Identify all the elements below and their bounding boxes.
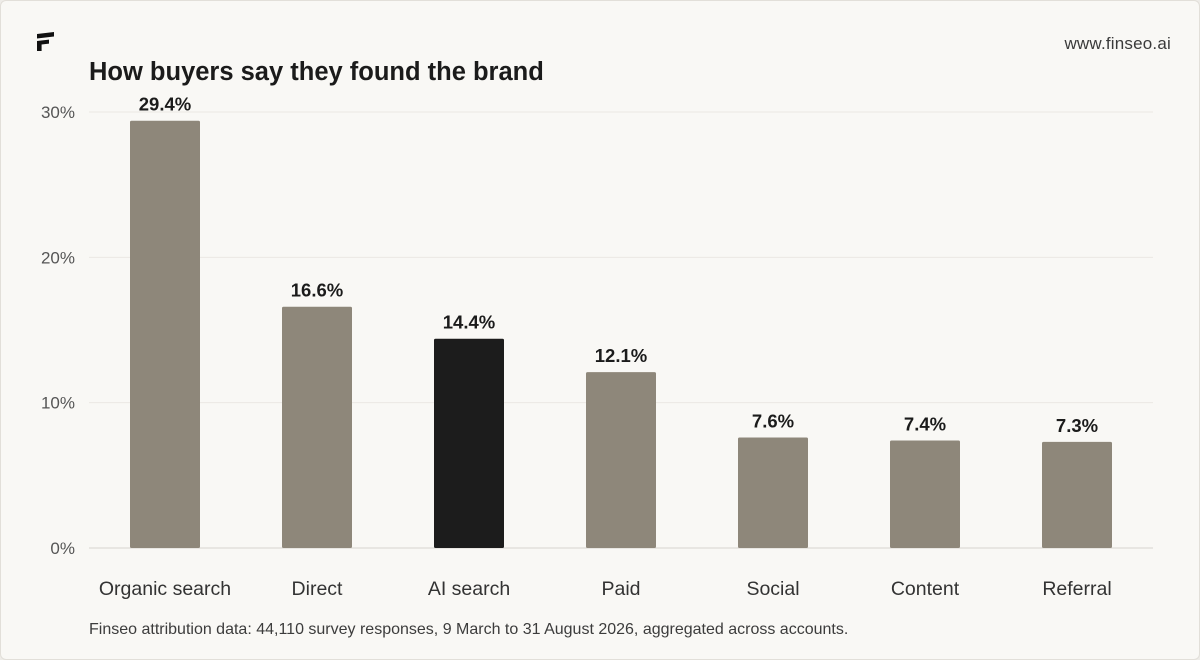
bar-value-label: 7.6% [752, 411, 794, 432]
bar [586, 372, 656, 548]
x-tick-label: Referral [1042, 578, 1111, 600]
bar-value-label: 7.3% [1056, 415, 1098, 436]
bar-value-label: 29.4% [139, 94, 191, 115]
x-tick-label: Direct [292, 578, 344, 600]
x-tick-label: AI search [428, 578, 510, 600]
bar [1042, 441, 1112, 548]
bar-value-label: 14.4% [443, 312, 495, 333]
finseo-logo-icon [37, 32, 54, 51]
x-tick-label: Organic search [99, 578, 231, 600]
x-tick-label: Paid [601, 578, 640, 600]
bar [130, 120, 200, 548]
bar [890, 440, 960, 548]
source-caption: Finseo attribution data: 44,110 survey r… [89, 621, 849, 638]
chart-title: How buyers say they found the brand [89, 58, 544, 86]
y-tick-label: 0% [50, 539, 75, 558]
x-tick-label: Social [746, 578, 799, 600]
bar-value-label: 16.6% [291, 280, 343, 301]
bar [434, 338, 504, 548]
y-tick-label: 20% [41, 248, 75, 267]
bar [282, 306, 352, 548]
site-url[interactable]: www.finseo.ai [1064, 34, 1171, 53]
bar-value-label: 7.4% [904, 413, 946, 434]
bar [738, 437, 808, 548]
x-tick-label: Content [891, 578, 960, 600]
y-tick-label: 10% [41, 394, 75, 413]
y-tick-label: 30% [41, 103, 75, 122]
bar-value-label: 12.1% [595, 345, 647, 366]
